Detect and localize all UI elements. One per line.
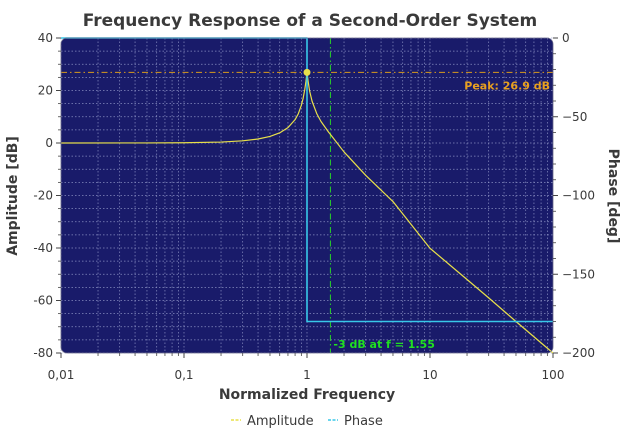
y-left-tick-label: -20 (33, 189, 53, 203)
x-tick-label: 1 (303, 368, 311, 382)
x-tick-label: 0,1 (174, 368, 193, 382)
y-left-tick-label: 0 (45, 136, 53, 150)
y-left-tick-label: -80 (33, 346, 53, 360)
x-tick-label: 100 (542, 368, 565, 382)
legend-label-phase: Phase (344, 414, 383, 429)
x-tick-label: 10 (422, 368, 437, 382)
y-axis-label-right: Phase [deg] (605, 149, 621, 244)
x-axis-label: Normalized Frequency (219, 387, 395, 403)
x-tick-label: 0,01 (48, 368, 75, 382)
y-axis-label-left: Amplitude [dB] (5, 136, 21, 256)
y-right-tick-label: −50 (562, 110, 587, 124)
y-right-tick-label: −100 (562, 189, 595, 203)
y-left-tick-label: 20 (38, 84, 53, 98)
peak-marker (303, 68, 311, 76)
legend: Amplitude Phase (231, 414, 383, 429)
y-left-tick-label: -40 (33, 241, 53, 255)
y-right-tick-label: −150 (562, 267, 595, 281)
peak-annotation: Peak: 26.9 dB (464, 79, 550, 92)
y-left-tick-label: -60 (33, 294, 53, 308)
legend-label-amplitude: Amplitude (247, 414, 314, 429)
y-right-tick-label: −200 (562, 346, 595, 360)
y-right-tick-label: 0 (562, 31, 570, 45)
axes-group: 0,01 0,1 1 10 100 40 20 0 -20 -40 -60 -80 0 −50 −100 −1… (33, 31, 595, 382)
cutoff-annotation: -3 dB at f = 1.55 (333, 338, 434, 351)
y-left-tick-label: 40 (38, 31, 53, 45)
chart-title: Frequency Response of a Second-Order Sys… (83, 11, 538, 31)
